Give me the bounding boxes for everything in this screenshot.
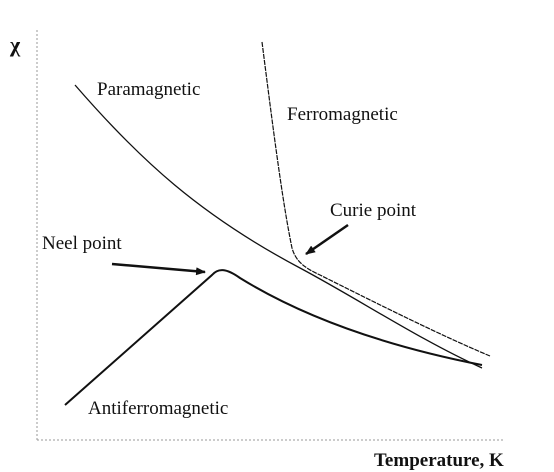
curve-label: Paramagnetic <box>97 79 200 100</box>
annotation: Neel point <box>42 233 122 254</box>
x-axis-label: Temperature, K <box>374 450 504 471</box>
curve-label: Ferromagnetic <box>287 104 398 125</box>
neel-arrow <box>111 262 206 276</box>
paramagnetic-curve <box>74 84 483 369</box>
y-axis-label: χ <box>9 32 21 57</box>
annotation: Curie point <box>330 200 417 221</box>
curve-label: Antiferromagnetic <box>88 398 228 419</box>
antiferromagnetic-curve <box>64 269 483 406</box>
curie-arrow <box>305 223 349 256</box>
ferromagnetic-curve <box>261 41 491 357</box>
